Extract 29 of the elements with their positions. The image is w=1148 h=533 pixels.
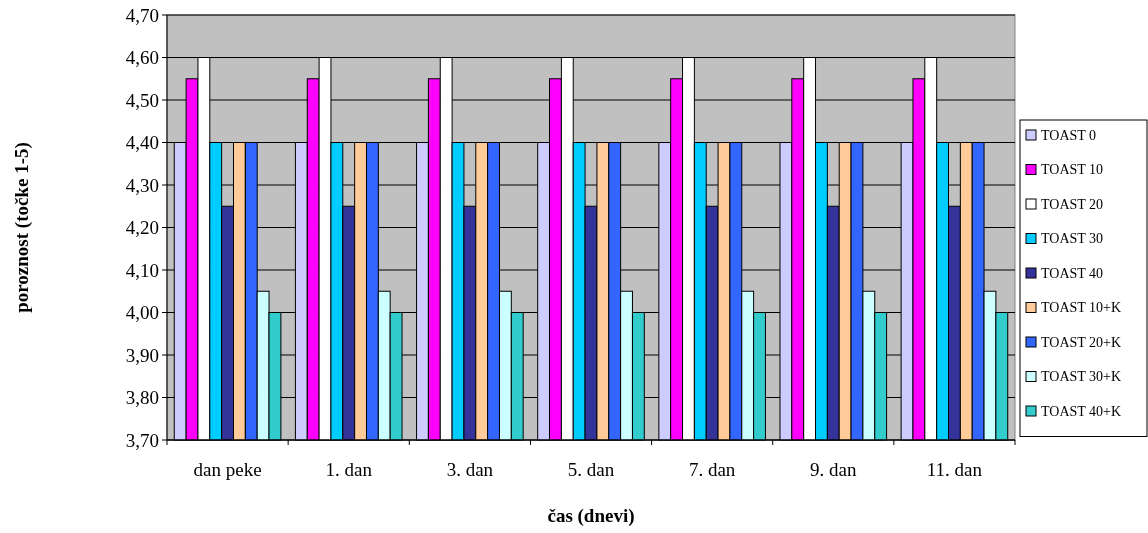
y-tick-label: 4,50 [125, 89, 159, 111]
legend-label: TOAST 40+K [1041, 403, 1122, 419]
y-tick-label: 4,10 [125, 259, 159, 281]
legend-label: TOAST 10 [1041, 162, 1104, 178]
y-tick-label: 4,30 [125, 174, 159, 196]
x-tick-label: 1. dan [325, 459, 373, 480]
x-tick-label: 7. dan [688, 459, 736, 480]
y-tick-label: 4,70 [125, 4, 159, 26]
x-tick-label: 11. dan [926, 459, 983, 480]
y-axis-title: poroznost (točke 1-5) [11, 142, 33, 313]
x-axis-title: čas (dnevi) [547, 505, 635, 527]
y-tick-label: 4,00 [125, 302, 159, 324]
x-tick-label: 9. dan [810, 459, 857, 480]
legend-label: TOAST 10+K [1041, 300, 1122, 316]
legend-label: TOAST 20+K [1041, 334, 1122, 350]
y-tick-label: 3,70 [125, 429, 159, 451]
y-tick-label: 3,90 [125, 344, 159, 366]
legend-label: TOAST 30+K [1041, 369, 1122, 385]
y-tick-label: 4,60 [125, 47, 159, 69]
legend-label: TOAST 0 [1041, 127, 1097, 143]
x-tick-label: 3. dan [446, 459, 494, 480]
y-tick-label: 3,80 [125, 387, 159, 409]
y-tick-label: 4,20 [125, 217, 159, 239]
x-tick-label: 5. dan [567, 459, 615, 480]
legend-label: TOAST 20 [1041, 196, 1104, 212]
legend-label: TOAST 40 [1041, 265, 1104, 281]
legend-label: TOAST 30 [1041, 231, 1104, 247]
x-tick-label: dan peke [193, 459, 262, 480]
y-tick-label: 4,40 [125, 132, 159, 154]
